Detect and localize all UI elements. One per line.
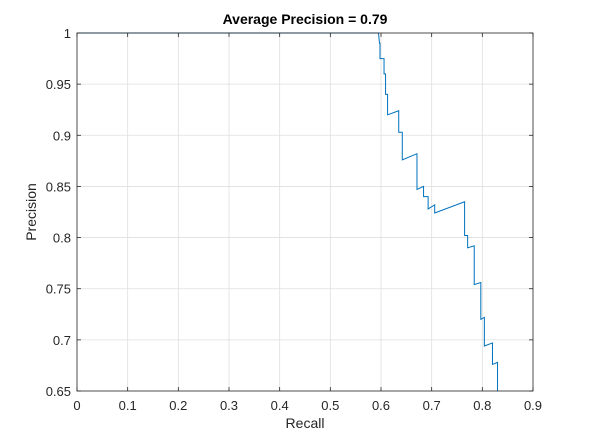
x-tick-label: 0.6 [372, 398, 390, 413]
plot-area-border [76, 32, 534, 392]
label-layer: 0 0.1 0.2 0.3 0.4 0.5 0.6 0.7 0.8 0.9 0.65 0.7 0.75 0… [46, 26, 542, 413]
x-tick-label: 0.4 [271, 398, 289, 413]
y-tick-label: 0.8 [53, 231, 71, 246]
x-tick-label: 0.7 [423, 398, 441, 413]
x-tick-label: 0.2 [169, 398, 187, 413]
x-tick-label: 0.9 [524, 398, 542, 413]
y-tick-label: 0.9 [53, 128, 71, 143]
tick-layer [76, 32, 534, 392]
series-layer [77, 32, 499, 391]
y-tick-label: 0.85 [46, 179, 71, 194]
x-axis-label: Recall [286, 415, 325, 431]
chart-title: Average Precision = 0.79 [223, 11, 388, 27]
x-tick-label: 0 [73, 398, 80, 413]
y-tick-label: 0.7 [53, 333, 71, 348]
precision-recall-line [77, 32, 499, 391]
x-tick-label: 0.5 [321, 398, 339, 413]
x-tick-label: 0.1 [119, 398, 137, 413]
y-tick-label: 0.75 [46, 282, 71, 297]
y-tick-label: 0.95 [46, 77, 71, 92]
y-axis-label: Precision [23, 183, 39, 241]
y-tick-label: 1 [64, 26, 71, 41]
x-tick-label: 0.8 [473, 398, 491, 413]
y-tick-label: 0.65 [46, 384, 71, 399]
x-tick-label: 0.3 [220, 398, 238, 413]
plot-area-background [77, 33, 533, 391]
